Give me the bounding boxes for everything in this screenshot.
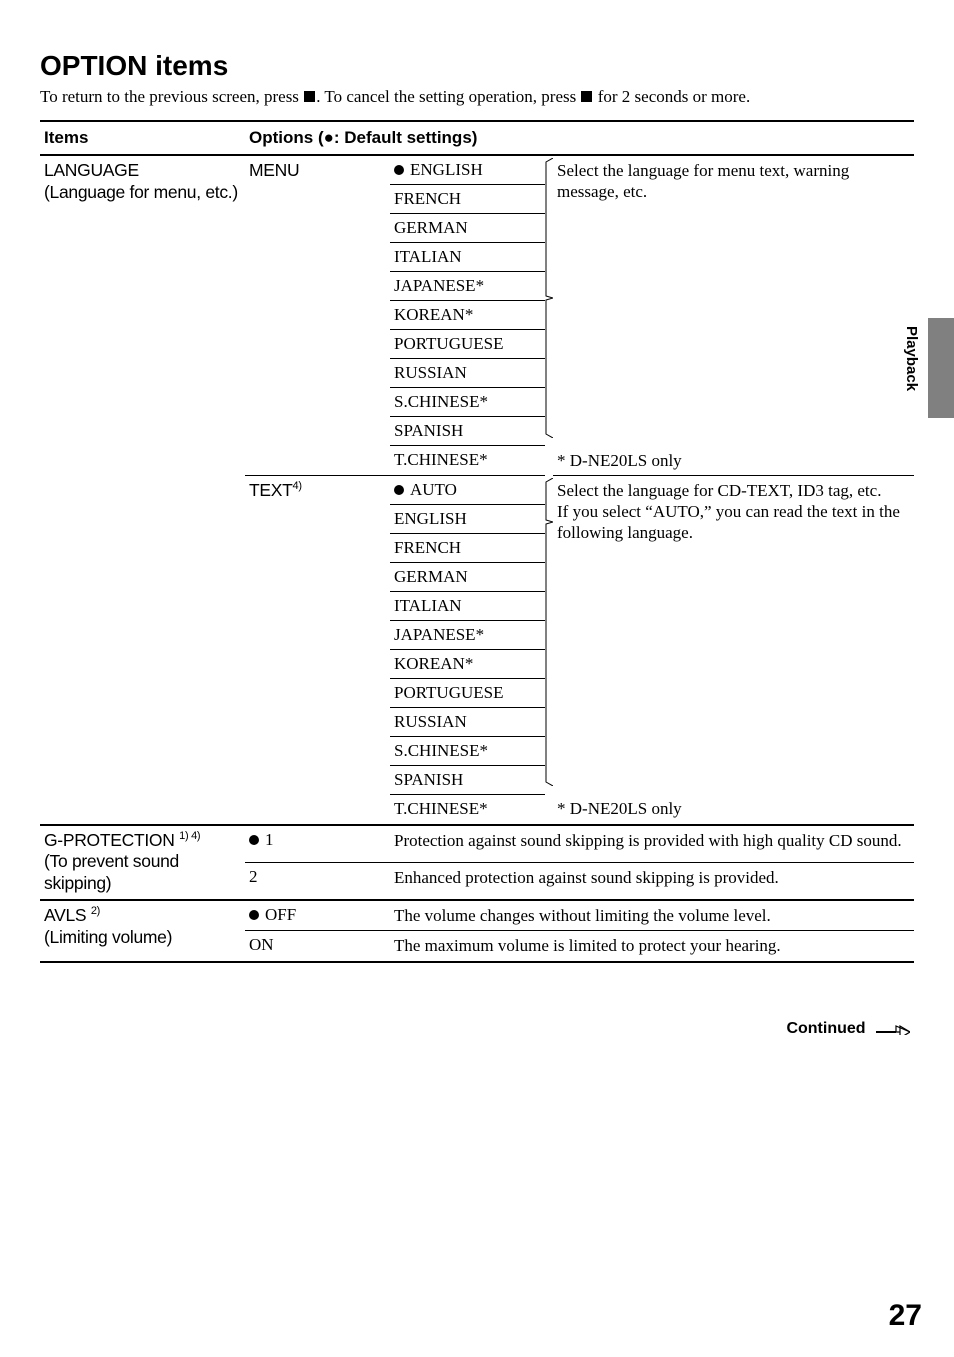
table-header-row: Items Options (●: Default settings) (40, 121, 914, 155)
item-language-title: LANGUAGE (44, 160, 139, 180)
footnote-ref: 2) (91, 905, 100, 917)
desc-avls-on: The maximum volume is limited to protect… (394, 935, 910, 956)
desc-gprot-2: Enhanced protection against sound skippi… (394, 867, 910, 888)
note-menu: * D-NE20LS only (557, 450, 910, 471)
desc-avls-off: The volume changes without limiting the … (394, 905, 910, 926)
option-value: JAPANESE* (394, 625, 484, 644)
option-value: FRENCH (394, 189, 461, 208)
option-value: SPANISH (394, 421, 463, 440)
option-value: OFF (249, 905, 296, 924)
page-heading: OPTION items (40, 50, 914, 82)
option-value: S.CHINESE* (394, 741, 488, 760)
header-items: Items (40, 121, 245, 155)
intro-part-3: for 2 seconds or more. (593, 87, 750, 106)
default-bullet-icon (394, 165, 404, 175)
continued-label: Continued (786, 1020, 910, 1038)
intro-part-1: To return to the previous screen, press (40, 87, 303, 106)
footnote-ref: 1) 4) (179, 830, 200, 842)
option-value: 2 (249, 867, 258, 886)
page-number: 27 (889, 1299, 922, 1333)
desc-gprot-1: Protection against sound skipping is pro… (394, 830, 910, 851)
option-value: SPANISH (394, 770, 463, 789)
note-text: * D-NE20LS only (557, 798, 910, 819)
footnote-ref: 4) (293, 480, 302, 492)
continue-arrow-icon (876, 1023, 910, 1035)
option-value: KOREAN* (394, 654, 473, 673)
item-gprotection: G-PROTECTION 1) 4) (To prevent sound ski… (44, 830, 241, 896)
desc-menu: Select the language for menu text, warni… (557, 160, 910, 203)
header-options: Options (●: Default settings) (245, 121, 914, 155)
subitem-menu: MENU (249, 160, 299, 180)
side-tab (928, 318, 954, 418)
desc-text: Select the language for CD-TEXT, ID3 tag… (557, 480, 910, 544)
intro-text: To return to the previous screen, press … (40, 86, 914, 108)
item-language: LANGUAGE (Language for menu, etc.) (44, 160, 241, 204)
default-bullet-icon (394, 485, 404, 495)
default-bullet-icon (249, 910, 259, 920)
side-section-label: Playback (903, 326, 920, 391)
option-value: JAPANESE* (394, 276, 484, 295)
option-value: ENGLISH (394, 509, 467, 528)
option-value: RUSSIAN (394, 712, 467, 731)
bracket-icon (545, 478, 553, 786)
table-row: LANGUAGE (Language for menu, etc.) MENU … (40, 155, 914, 185)
option-value: FRENCH (394, 538, 461, 557)
option-value: PORTUGUESE (394, 683, 504, 702)
subitem-text: TEXT4) (249, 480, 302, 500)
item-avls-title: AVLS (44, 905, 86, 925)
option-value: AUTO (394, 480, 457, 499)
option-value: 1 (249, 830, 274, 849)
item-language-sub: (Language for menu, etc.) (44, 182, 238, 202)
option-value: ON (249, 935, 274, 954)
item-avls: AVLS 2) (Limiting volume) (44, 905, 241, 949)
option-value: ITALIAN (394, 247, 462, 266)
item-gprotection-title: G-PROTECTION (44, 830, 175, 850)
option-value: PORTUGUESE (394, 334, 504, 353)
option-value: T.CHINESE* (394, 799, 488, 818)
bracket-icon (545, 158, 553, 438)
stop-icon (581, 91, 592, 102)
option-value: S.CHINESE* (394, 392, 488, 411)
option-value: ITALIAN (394, 596, 462, 615)
intro-part-2: . To cancel the setting operation, press (316, 87, 580, 106)
options-table: Items Options (●: Default settings) LANG… (40, 120, 914, 963)
option-value: KOREAN* (394, 305, 473, 324)
table-row: AVLS 2) (Limiting volume) OFF The volume… (40, 900, 914, 931)
default-bullet-icon (249, 835, 259, 845)
item-avls-sub: (Limiting volume) (44, 927, 172, 947)
option-value: GERMAN (394, 218, 468, 237)
option-value: T.CHINESE* (394, 450, 488, 469)
item-gprotection-sub: (To prevent sound skipping) (44, 851, 179, 893)
table-row: G-PROTECTION 1) 4) (To prevent sound ski… (40, 825, 914, 863)
option-value: ENGLISH (394, 160, 483, 179)
option-value: RUSSIAN (394, 363, 467, 382)
stop-icon (304, 91, 315, 102)
option-value: GERMAN (394, 567, 468, 586)
